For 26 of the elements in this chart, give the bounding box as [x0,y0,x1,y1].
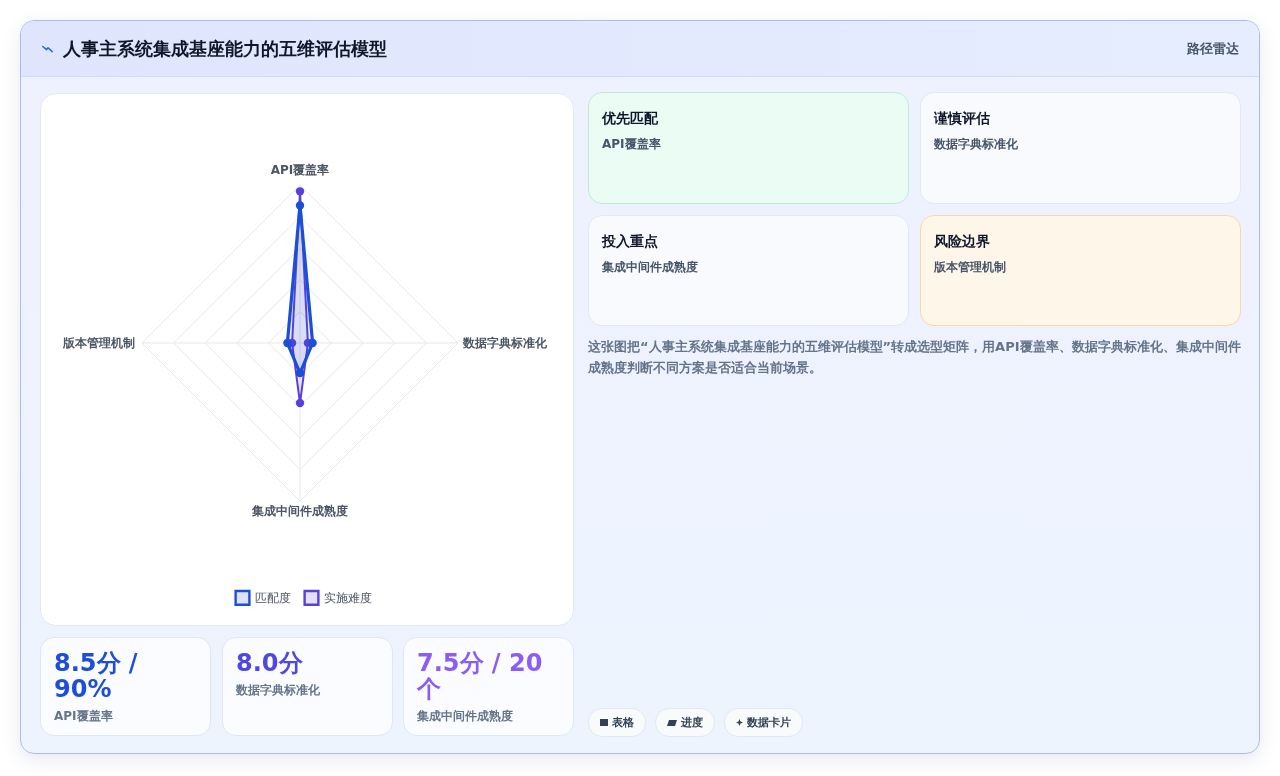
text: 优先匹配 [602,109,659,128]
spoke-label: 数据字典标准化 [462,336,548,350]
text: 路径雷达 [1187,40,1239,58]
legend-label: 实施难度 [324,590,372,605]
text: 投入重点 [602,232,659,251]
spoke-label: 版本管理机制 [62,336,135,350]
text: 7.5分 / 20个 [417,649,544,703]
legend-label: 匹配度 [255,590,291,605]
text: 人事主系统集成基座能力的五维评估模型 [63,37,387,61]
text: 数据字典标准化 [236,682,321,698]
text: 表格 [612,715,634,730]
text: 谨慎评估 [934,109,991,128]
spoke-label: 集成中间件成熟度 [251,504,348,518]
text: 8.5分 / 90% [54,649,139,703]
text: 数据卡片 [747,715,791,730]
spoke-label: API覆盖率 [270,163,330,177]
text: 版本管理机制 [934,259,1007,276]
text: 集成中间件成熟度 [417,708,514,724]
text: 这张图把“人事主系统集成基座能力的五维评估模型”转成选型矩阵，用API覆盖率、数据字典标准化、集成中间件成熟度判断不同方案是否适合当前场景。 [588,338,1242,377]
text: API覆盖率 [54,708,114,724]
text: 进度 [681,715,703,730]
text: 数据字典标准化 [934,136,1019,153]
text: 风险边界 [934,232,991,251]
text: 集成中间件成熟度 [602,259,699,276]
text: 8.0分 [236,649,304,677]
text: API覆盖率 [602,136,662,153]
